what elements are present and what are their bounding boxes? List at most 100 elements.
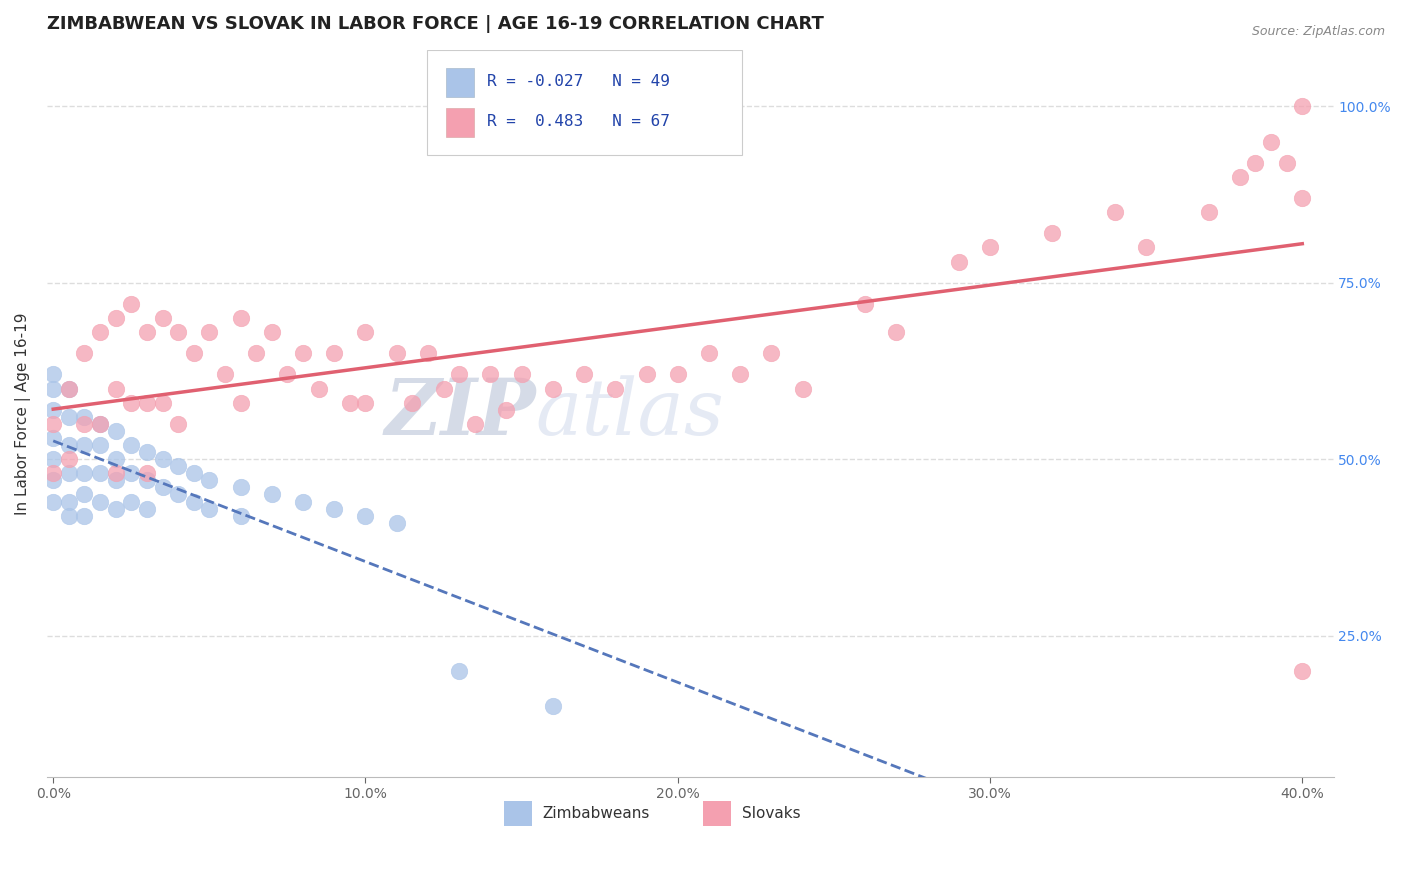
Point — [229, 395, 252, 409]
Point — [73, 409, 96, 424]
Point — [761, 346, 783, 360]
Point — [135, 474, 157, 488]
Point — [58, 508, 80, 523]
Point — [135, 445, 157, 459]
Point — [323, 501, 346, 516]
Point — [697, 346, 720, 360]
Point — [1291, 191, 1313, 205]
Point — [42, 382, 65, 396]
Point — [73, 438, 96, 452]
Point — [167, 459, 190, 474]
Point — [449, 664, 471, 678]
Point — [120, 395, 142, 409]
Point — [636, 368, 658, 382]
Point — [449, 368, 471, 382]
Point — [42, 474, 65, 488]
Point — [323, 346, 346, 360]
Point — [42, 494, 65, 508]
Point — [214, 368, 236, 382]
Text: R = -0.027   N = 49: R = -0.027 N = 49 — [486, 74, 669, 88]
Point — [73, 417, 96, 431]
Point — [495, 402, 517, 417]
Point — [73, 346, 96, 360]
Point — [479, 368, 502, 382]
Point — [58, 438, 80, 452]
Point — [58, 467, 80, 481]
Point — [354, 395, 377, 409]
Point — [229, 311, 252, 326]
Point — [1042, 227, 1064, 241]
Point — [135, 467, 157, 481]
Text: Source: ZipAtlas.com: Source: ZipAtlas.com — [1251, 25, 1385, 38]
Point — [260, 487, 283, 501]
Point — [541, 382, 564, 396]
Point — [354, 325, 377, 339]
FancyBboxPatch shape — [446, 108, 474, 137]
Point — [120, 297, 142, 311]
Point — [42, 431, 65, 445]
FancyBboxPatch shape — [703, 802, 731, 826]
Point — [89, 494, 111, 508]
Point — [229, 480, 252, 494]
Point — [104, 452, 127, 467]
Point — [167, 417, 190, 431]
Point — [135, 395, 157, 409]
Point — [1229, 169, 1251, 184]
Point — [605, 382, 627, 396]
Point — [572, 368, 595, 382]
Text: R =  0.483   N = 67: R = 0.483 N = 67 — [486, 113, 669, 128]
Point — [198, 501, 221, 516]
FancyBboxPatch shape — [446, 68, 474, 97]
Point — [89, 417, 111, 431]
Point — [89, 417, 111, 431]
Point — [1275, 155, 1298, 169]
Point — [292, 346, 315, 360]
Point — [292, 494, 315, 508]
Point — [152, 395, 174, 409]
Point — [42, 417, 65, 431]
Point — [541, 699, 564, 714]
Point — [58, 382, 80, 396]
Text: ZIMBABWEAN VS SLOVAK IN LABOR FORCE | AGE 16-19 CORRELATION CHART: ZIMBABWEAN VS SLOVAK IN LABOR FORCE | AG… — [46, 15, 824, 33]
Point — [886, 325, 908, 339]
Point — [260, 325, 283, 339]
Point — [120, 467, 142, 481]
Point — [104, 467, 127, 481]
Point — [183, 346, 205, 360]
Point — [198, 474, 221, 488]
Point — [1291, 664, 1313, 678]
Point — [42, 467, 65, 481]
Point — [89, 467, 111, 481]
Point — [728, 368, 751, 382]
Point — [73, 487, 96, 501]
Y-axis label: In Labor Force | Age 16-19: In Labor Force | Age 16-19 — [15, 312, 31, 515]
Point — [120, 494, 142, 508]
Point — [58, 409, 80, 424]
Point — [89, 438, 111, 452]
Point — [167, 325, 190, 339]
Text: atlas: atlas — [536, 376, 724, 451]
Point — [416, 346, 439, 360]
Point — [401, 395, 423, 409]
Point — [198, 325, 221, 339]
Point — [104, 424, 127, 438]
Point — [120, 438, 142, 452]
Point — [385, 346, 408, 360]
Point — [948, 254, 970, 268]
Point — [104, 474, 127, 488]
Point — [1104, 205, 1126, 219]
Point — [104, 311, 127, 326]
Text: ZIP: ZIP — [384, 375, 536, 451]
FancyBboxPatch shape — [503, 802, 531, 826]
Point — [464, 417, 486, 431]
Point — [42, 368, 65, 382]
Point — [152, 452, 174, 467]
Text: Slovaks: Slovaks — [742, 806, 800, 822]
Point — [1244, 155, 1267, 169]
Point — [229, 508, 252, 523]
Point — [853, 297, 876, 311]
Point — [1135, 240, 1157, 254]
Point — [432, 382, 454, 396]
Point — [135, 325, 157, 339]
Point — [58, 494, 80, 508]
